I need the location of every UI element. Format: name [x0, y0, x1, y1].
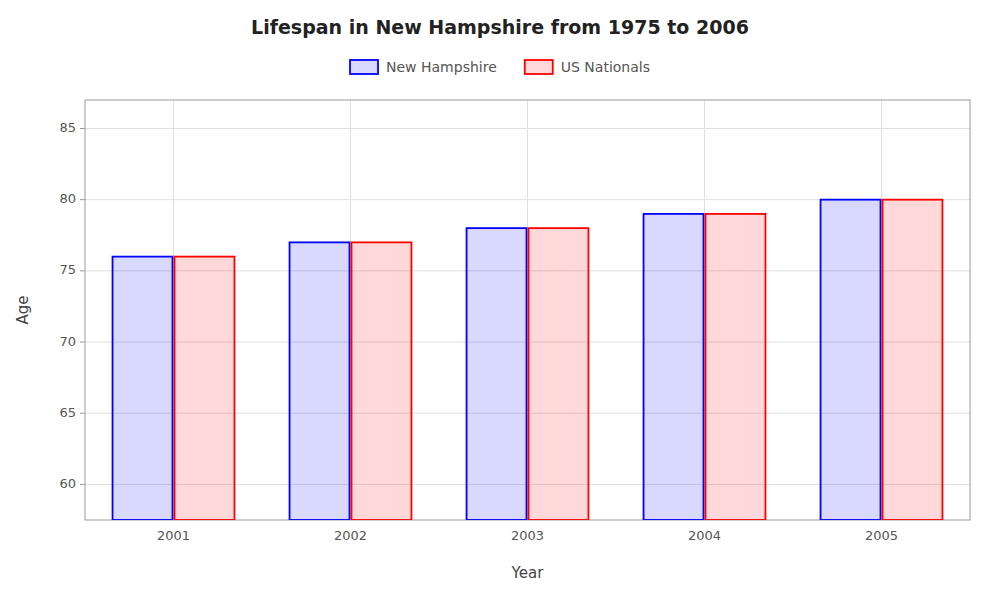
- plot-frame: [85, 100, 970, 520]
- y-tick-label: 80: [59, 191, 76, 206]
- x-tick-label: 2004: [688, 528, 721, 543]
- legend-swatch: [525, 60, 553, 74]
- bar: [113, 257, 173, 520]
- y-tick-label: 85: [59, 120, 76, 135]
- bar: [290, 242, 350, 520]
- bar: [529, 228, 589, 520]
- x-tick-label: 2005: [865, 528, 898, 543]
- legend-swatch: [350, 60, 378, 74]
- chart-title: Lifespan in New Hampshire from 1975 to 2…: [251, 16, 749, 38]
- y-tick: [80, 484, 85, 485]
- bar: [175, 257, 235, 520]
- legend-item: New Hampshire: [350, 59, 497, 75]
- bar: [706, 214, 766, 520]
- y-tick: [80, 342, 85, 343]
- legend-label: New Hampshire: [386, 59, 497, 75]
- x-axis: 2001 2002 2003 2004 2005: [157, 528, 898, 543]
- y-axis-label: Age: [14, 295, 32, 324]
- y-tick-label: 65: [59, 405, 76, 420]
- y-axis: 60 65 70 75 80 85: [59, 120, 85, 491]
- bar: [821, 200, 881, 520]
- y-tick-label: 70: [59, 334, 76, 349]
- x-tick-label: 2001: [157, 528, 190, 543]
- bar: [883, 200, 943, 520]
- y-tick: [80, 270, 85, 271]
- legend: New Hampshire US Nationals: [350, 59, 650, 75]
- bar: [352, 242, 412, 520]
- y-tick-label: 75: [59, 262, 76, 277]
- bars: [113, 200, 943, 520]
- x-axis-label: Year: [511, 564, 545, 582]
- x-tick-label: 2002: [334, 528, 367, 543]
- y-tick: [80, 128, 85, 129]
- bar: [644, 214, 704, 520]
- y-tick: [80, 413, 85, 414]
- x-tick-label: 2003: [511, 528, 544, 543]
- y-tick: [80, 199, 85, 200]
- bar: [467, 228, 527, 520]
- grid: [85, 100, 970, 520]
- legend-label: US Nationals: [561, 59, 650, 75]
- y-tick-label: 60: [59, 476, 76, 491]
- legend-item: US Nationals: [525, 59, 650, 75]
- chart-svg: 60 65 70 75 80 85 2001 2002 2003 2004 2005 Year Age L…: [0, 0, 1000, 600]
- chart-container: 60 65 70 75 80 85 2001 2002 2003 2004 2005 Year Age L…: [0, 0, 1000, 600]
